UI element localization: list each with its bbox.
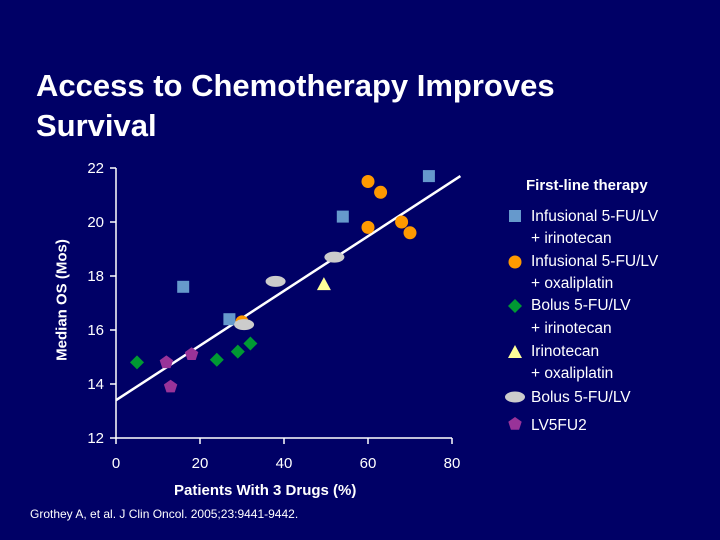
legend-label: Bolus 5-FU/LV <box>531 297 631 314</box>
legend-pentagon-marker <box>508 417 522 430</box>
axes: 12 14 16 18 20 22 0 20 40 60 80 <box>87 160 460 472</box>
legend-label: + irinotecan <box>531 230 612 247</box>
square-point <box>223 313 236 326</box>
diamond-point <box>243 336 258 351</box>
legend-markers <box>505 210 525 430</box>
legend-label: + oxaliplatin <box>531 275 614 292</box>
legend-square-marker <box>509 210 521 222</box>
legend-label: + irinotecan <box>531 320 612 337</box>
pentagon-point <box>159 355 174 369</box>
slide-title: Access to Chemotherapy Improves Survival <box>36 68 555 143</box>
legend-diamond-marker <box>508 299 522 313</box>
x-tick-label: 60 <box>360 455 377 472</box>
y-tick-label: 20 <box>87 214 104 231</box>
trendline-group <box>115 175 462 402</box>
legend-label: Irinotecan <box>531 343 600 360</box>
trendline <box>115 175 462 402</box>
x-tick-label: 80 <box>444 455 461 472</box>
diamond-point <box>230 344 245 359</box>
x-tick-label: 20 <box>192 455 209 472</box>
legend-label: Infusional 5-FU/LV <box>531 253 659 270</box>
diamond-point <box>130 355 144 370</box>
legend-triangle-marker <box>508 345 522 358</box>
circle-point <box>395 215 409 229</box>
y-tick-label: 12 <box>87 430 104 447</box>
y-tick-label: 14 <box>87 376 104 393</box>
x-tick-label: 0 <box>112 455 120 472</box>
triangle-point <box>316 277 331 291</box>
circle-point <box>403 226 417 240</box>
ellipse-point <box>234 319 255 331</box>
data-points <box>130 170 435 393</box>
diamond-point <box>209 352 224 367</box>
x-tick-label: 40 <box>276 455 293 472</box>
ellipse-point <box>265 275 286 287</box>
square-point <box>422 170 435 183</box>
circle-point <box>374 185 388 199</box>
square-point <box>177 280 190 293</box>
legend-label: Bolus 5-FU/LV <box>531 389 631 406</box>
legend-label: + oxaliplatin <box>531 365 614 382</box>
y-tick-label: 16 <box>87 322 104 339</box>
square-point <box>336 210 349 223</box>
circle-point <box>361 220 375 234</box>
y-tick-label: 22 <box>87 160 104 177</box>
y-tick-label: 18 <box>87 268 104 285</box>
pentagon-point <box>163 379 178 393</box>
y-axis-label: Median OS (Mos) <box>53 239 71 361</box>
pentagon-point <box>184 347 199 360</box>
legend-circle-marker <box>508 255 522 269</box>
legend-title: First-line therapy <box>526 177 648 194</box>
x-axis-label: Patients With 3 Drugs (%) <box>174 482 357 499</box>
ellipse-point <box>324 251 345 263</box>
citation: Grothey A, et al. J Clin Oncol. 2005;23:… <box>30 507 299 521</box>
legend-label: LV5FU2 <box>531 417 587 434</box>
legend-label: Infusional 5-FU/LV <box>531 208 659 225</box>
circle-point <box>361 175 375 188</box>
legend-ellipse-marker <box>505 391 525 403</box>
